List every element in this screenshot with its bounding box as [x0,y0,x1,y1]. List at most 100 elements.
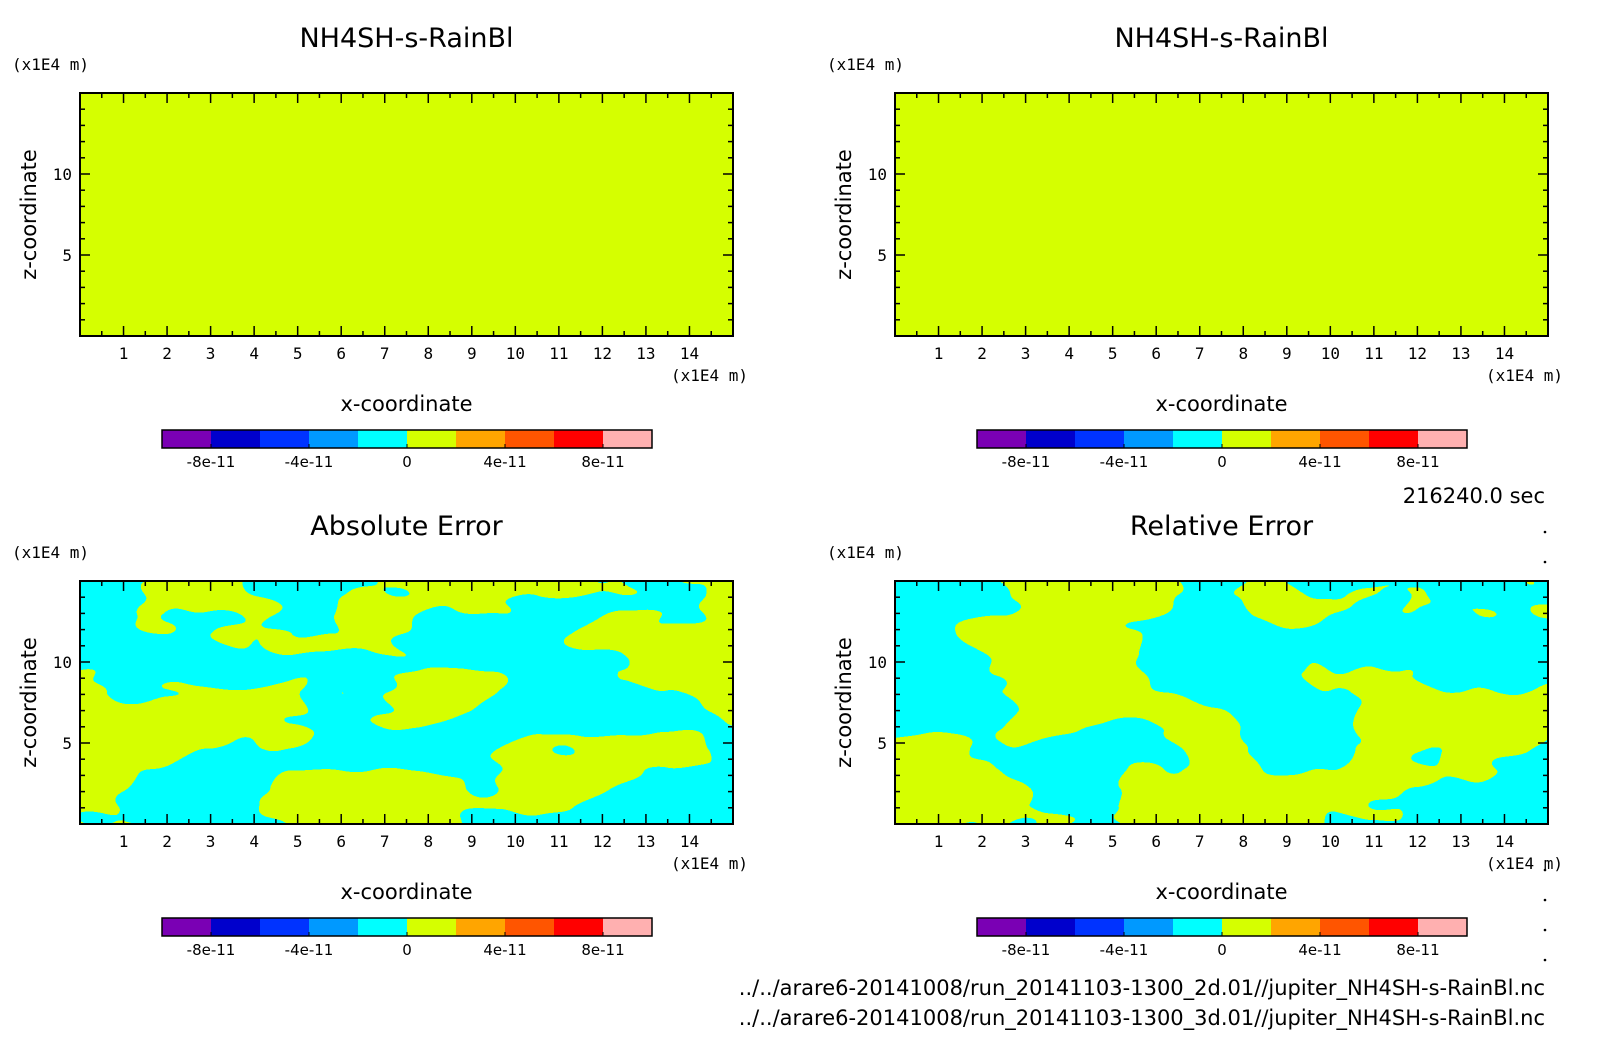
colorbar-swatch [309,918,358,936]
x-tick-label: 4 [1064,832,1074,851]
x-tick-label: 10 [506,832,525,851]
colorbar-swatch [554,918,603,936]
colorbar-swatch [1222,918,1271,936]
colorbar-tick-label: -4e-11 [285,941,334,959]
colorbar-tick-label: 8e-11 [581,453,624,471]
colorbar-swatch [1124,918,1173,936]
x-tick-label: 14 [680,344,699,363]
colorbar-swatch [1369,430,1418,448]
colorbar-tick-label: 8e-11 [1396,941,1439,959]
colorbar-swatch [358,430,407,448]
x-tick-label: 10 [1321,344,1340,363]
colorbar-swatch [162,918,211,936]
x-tick-label: 10 [506,344,525,363]
y-tick-label: 10 [868,653,887,672]
contour-region-negative [80,581,733,824]
x-tick-label: 14 [1495,344,1514,363]
x-tick-label: 11 [549,344,568,363]
x-tick-label: 11 [1364,344,1383,363]
panel-title: Absolute Error [310,511,503,542]
x-tick-label: 11 [1364,832,1383,851]
x-tick-label: 1 [119,832,129,851]
x-tick-label: 7 [380,344,390,363]
x-tick-label: 4 [1064,344,1074,363]
x-tick-label: 5 [293,832,303,851]
colorbar-swatch [407,918,456,936]
x-tick-label: 4 [249,344,259,363]
colorbar-tick-label: 0 [1217,941,1227,959]
colorbar-swatch [211,430,260,448]
x-axis-label: x-coordinate [340,392,472,416]
x-tick-label: 8 [423,832,433,851]
x-tick-label: 12 [593,832,612,851]
colorbar-swatch [1173,430,1222,448]
colorbar-tick-label: -8e-11 [187,941,236,959]
y-unit-label: (x1E4 m) [827,55,904,74]
colorbar-swatch [977,918,1026,936]
y-tick-label: 5 [62,246,72,265]
y-axis-label: z-coordinate [17,149,41,280]
x-tick-label: 2 [977,344,987,363]
colorbar-tick-label: -8e-11 [187,453,236,471]
colorbar: -8e-11 -4e-11 0 4e-11 8e-11 [161,917,653,959]
colorbar-swatch [407,430,456,448]
x-tick-label: 13 [1451,344,1470,363]
contour-region-negative [895,581,1548,824]
x-tick-label: 2 [162,344,172,363]
colorbar-swatch [1320,430,1369,448]
x-tick-label: 6 [336,344,346,363]
time-label: 216240.0 sec [1403,484,1545,508]
y-tick-label: 5 [877,246,887,265]
panel-title: NH4SH-s-RainBl [299,23,513,54]
x-axis-label: x-coordinate [340,880,472,904]
colorbar: -8e-11 -4e-11 0 4e-11 8e-11 [976,429,1468,471]
colorbar-tick-label: 0 [402,453,412,471]
x-tick-label: 12 [1408,832,1427,851]
colorbar-swatch [505,430,554,448]
x-tick-label: 7 [1195,832,1205,851]
colorbar-tick-label: 0 [1217,453,1227,471]
y-axis-label: z-coordinate [832,149,856,280]
colorbar-swatch [1173,918,1222,936]
colorbar-swatch [554,430,603,448]
colorbar-swatch [358,918,407,936]
y-tick-label: 5 [877,734,887,753]
x-unit-label: (x1E4 m) [671,366,748,385]
x-tick-label: 13 [636,344,655,363]
y-tick-label: 5 [62,734,72,753]
colorbar-swatch [1320,918,1369,936]
colorbar-swatch [309,430,358,448]
plot-field [895,93,1548,336]
colorbar: -8e-11 -4e-11 0 4e-11 8e-11 [976,917,1468,959]
x-axis-label: x-coordinate [1155,392,1287,416]
x-tick-label: 9 [1282,832,1292,851]
colorbar-swatch [1418,918,1467,936]
x-tick-label: 12 [593,344,612,363]
colorbar: -8e-11 -4e-11 0 4e-11 8e-11 [161,429,653,471]
x-tick-label: 2 [162,832,172,851]
x-tick-label: 8 [423,344,433,363]
colorbar-swatch [1026,430,1075,448]
y-axis-label: z-coordinate [17,637,41,768]
y-unit-label: (x1E4 m) [827,543,904,562]
colorbar-swatch [1124,430,1173,448]
y-tick-label: 10 [53,653,72,672]
colorbar-tick-label: -8e-11 [1002,453,1051,471]
colorbar-swatch [603,430,652,448]
colorbar-swatch [1075,918,1124,936]
x-tick-label: 5 [1108,344,1118,363]
x-tick-label: 1 [934,832,944,851]
colorbar-tick-label: -4e-11 [1100,941,1149,959]
plot-field [80,93,733,336]
x-tick-label: 8 [1238,832,1248,851]
colorbar-swatch [1222,430,1271,448]
colorbar-swatch [505,918,554,936]
colorbar-tick-label: 4e-11 [483,453,526,471]
x-tick-label: 1 [934,344,944,363]
x-unit-label: (x1E4 m) [671,854,748,873]
colorbar-swatch [1026,918,1075,936]
x-tick-label: 10 [1321,832,1340,851]
margin-dots [1543,530,1547,962]
x-tick-label: 13 [1451,832,1470,851]
